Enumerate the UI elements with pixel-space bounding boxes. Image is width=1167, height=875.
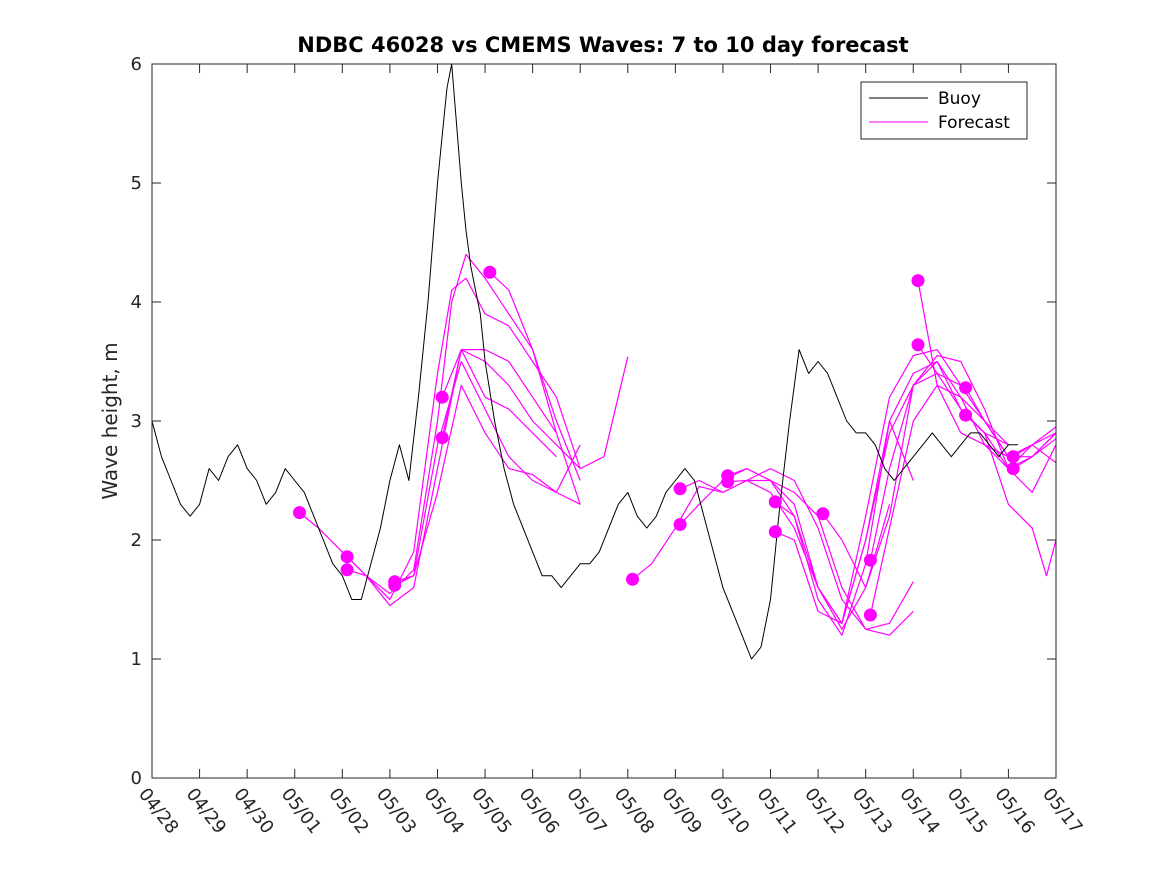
buoy-line	[151, 63, 1018, 660]
forecast-run-17	[869, 384, 1057, 616]
forecast-start-marker	[388, 578, 402, 592]
forecast-start-marker	[673, 518, 687, 531]
forecast-run-23	[1012, 438, 1057, 470]
forecast-start-marker	[435, 390, 449, 404]
forecast-start-marker	[863, 608, 877, 622]
legend-buoy-label: Buoy	[938, 89, 981, 109]
forecast-start-marker	[1006, 462, 1020, 476]
forecast-start-marker	[816, 507, 830, 521]
y-tick-label: 0	[131, 768, 142, 789]
forecast-run-3	[394, 360, 581, 583]
forecast-start-marker	[959, 381, 973, 395]
forecast-start-marker	[626, 572, 639, 586]
forecast-start-marker	[483, 265, 497, 279]
forecast-run-22	[1012, 426, 1057, 458]
forecast-start-marker	[1006, 450, 1020, 464]
chart-title: NDBC 46028 vs CMEMS Waves: 7 to 10 day f…	[297, 33, 908, 57]
forecast-start-marker	[673, 482, 687, 496]
forecast-run-14	[775, 349, 1009, 624]
y-tick-label: 3	[131, 411, 142, 432]
forecast-start-marker	[959, 408, 973, 422]
forecast-start-marker	[435, 431, 449, 445]
forecast-start-marker	[340, 563, 354, 577]
y-axis: 0 1 2 3 4 5 6	[131, 54, 1056, 789]
forecast-start-marker	[293, 506, 306, 520]
y-tick-label: 5	[131, 173, 142, 194]
forecast-run-16	[869, 355, 1057, 561]
forecast-run-21	[965, 414, 1057, 577]
y-tick-label: 2	[131, 530, 142, 551]
forecast-start-marker	[911, 338, 925, 352]
plot-area	[152, 64, 1056, 778]
forecast-run-7	[489, 271, 581, 505]
legend-box	[860, 81, 1028, 140]
forecast-run-6	[441, 349, 557, 438]
forecast-start-marker	[768, 495, 782, 509]
forecast-run-4	[394, 384, 581, 586]
forecast-run-10	[679, 468, 891, 630]
forecast-start-marker	[721, 475, 735, 489]
forecast-markers	[293, 265, 1020, 622]
buoy-series	[151, 63, 1018, 660]
y-tick-label: 1	[131, 649, 142, 670]
y-tick-label: 4	[131, 292, 142, 313]
legend-forecast-label: Forecast	[938, 113, 1010, 133]
y-axis-label: Wave height, m	[98, 342, 122, 499]
forecast-start-marker	[768, 525, 782, 539]
y-tick-label: 6	[131, 54, 142, 75]
legend: Buoy Forecast	[860, 81, 1028, 140]
forecast-start-marker	[863, 553, 877, 567]
forecast-start-marker	[340, 550, 354, 564]
forecast-run-2	[346, 349, 557, 607]
forecast-start-marker	[911, 274, 925, 288]
